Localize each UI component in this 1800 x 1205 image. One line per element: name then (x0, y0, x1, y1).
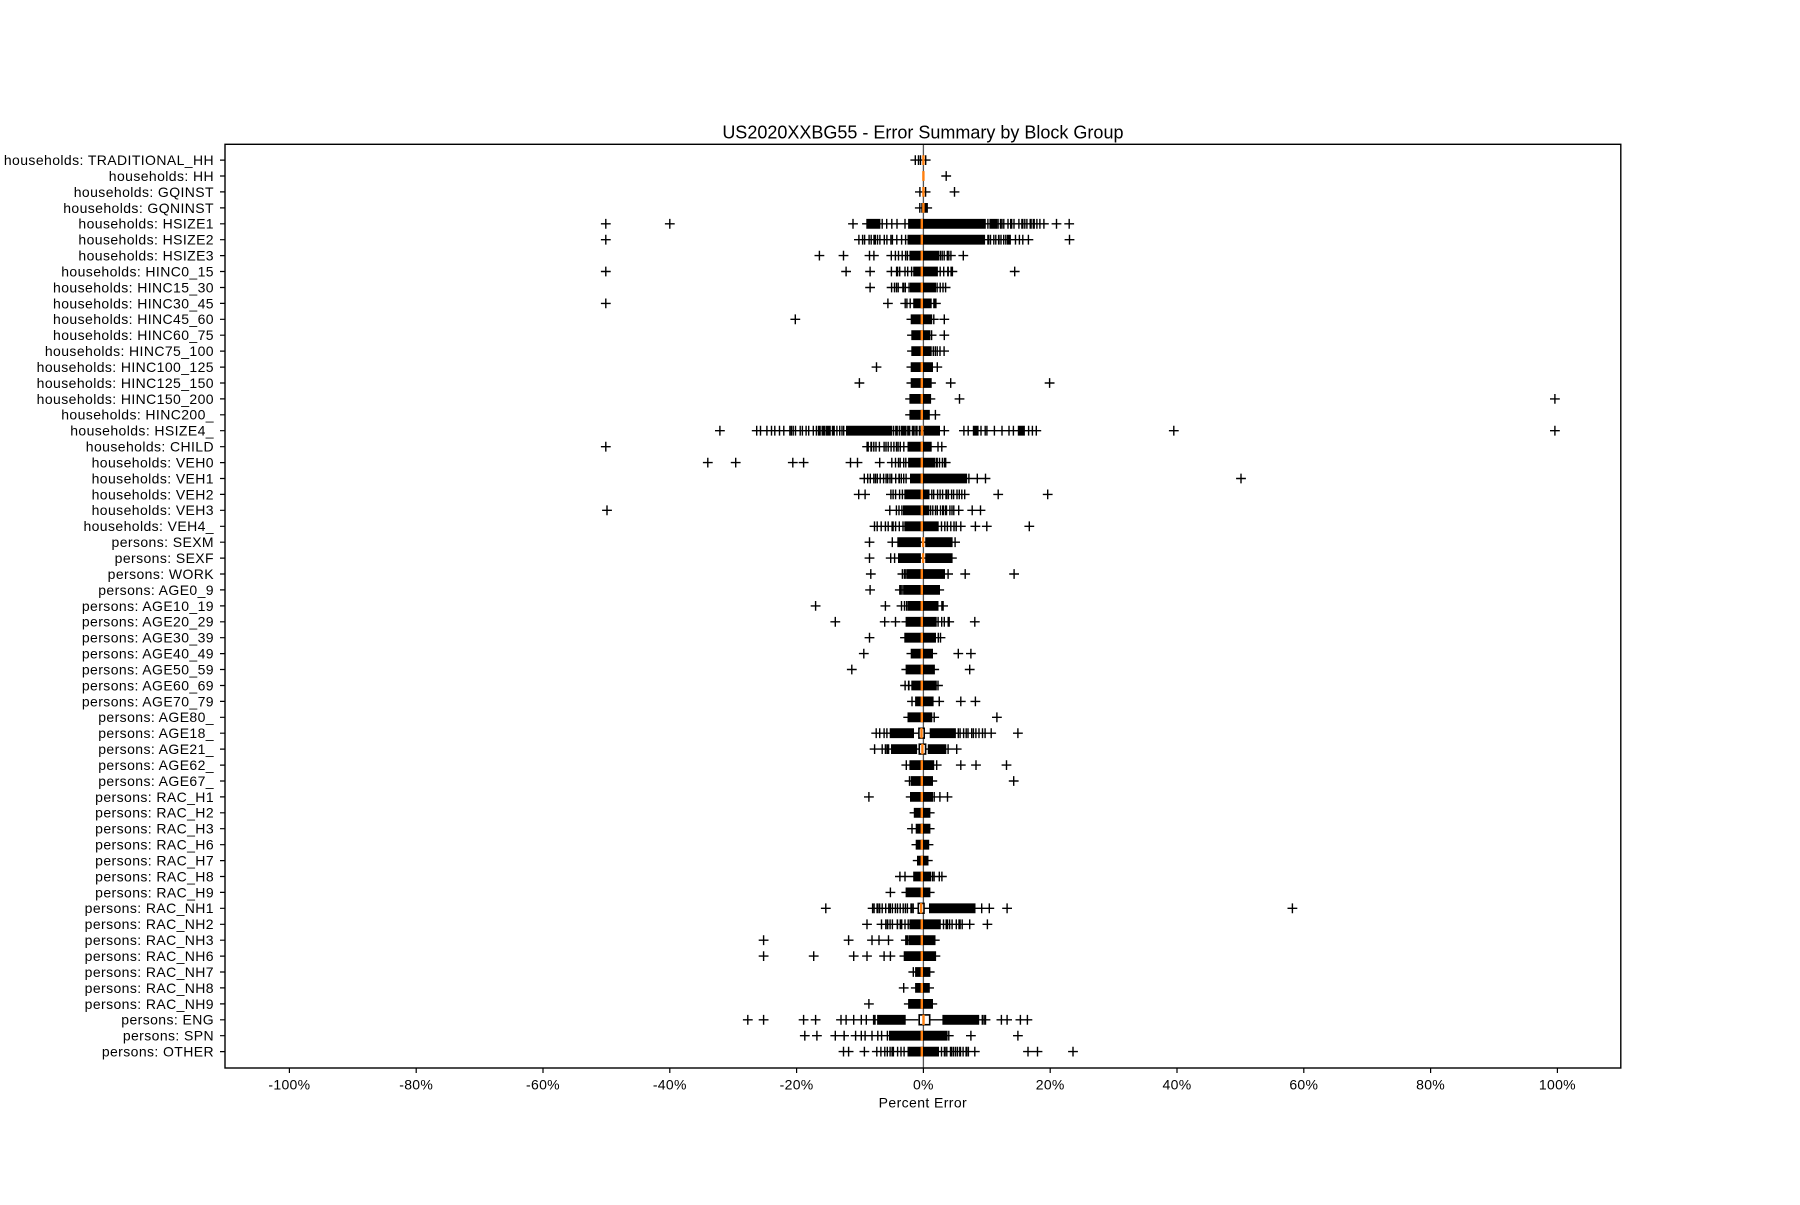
svg-text:persons: AGE30_39: persons: AGE30_39 (82, 630, 214, 646)
svg-text:persons: RAC_NH2: persons: RAC_NH2 (85, 916, 214, 932)
svg-text:100%: 100% (1539, 1077, 1576, 1093)
svg-text:persons: AGE70_79: persons: AGE70_79 (82, 693, 214, 709)
svg-text:20%: 20% (1036, 1077, 1065, 1093)
svg-text:households: HINC75_100: households: HINC75_100 (45, 343, 214, 359)
svg-text:households: HINC0_15: households: HINC0_15 (61, 263, 214, 279)
svg-text:persons: AGE50_59: persons: AGE50_59 (82, 661, 214, 677)
svg-text:households: CHILD: households: CHILD (86, 439, 214, 455)
svg-text:persons: AGE67_: persons: AGE67_ (98, 773, 214, 789)
svg-text:persons: RAC_H2: persons: RAC_H2 (95, 805, 214, 821)
svg-text:persons: RAC_NH1: persons: RAC_NH1 (85, 900, 214, 916)
svg-text:40%: 40% (1163, 1077, 1192, 1093)
svg-text:persons: AGE80_: persons: AGE80_ (98, 709, 214, 725)
svg-text:persons: AGE18_: persons: AGE18_ (98, 725, 214, 741)
svg-text:persons: SEXM: persons: SEXM (112, 534, 214, 550)
svg-text:persons: SPN: persons: SPN (123, 1028, 214, 1044)
svg-text:persons: RAC_NH7: persons: RAC_NH7 (85, 964, 214, 980)
svg-text:persons: AGE20_29: persons: AGE20_29 (82, 614, 214, 630)
svg-text:persons: RAC_H1: persons: RAC_H1 (95, 789, 214, 805)
svg-text:US2020XXBG55 - Error Summary b: US2020XXBG55 - Error Summary by Block Gr… (722, 123, 1123, 143)
svg-text:households: HSIZE3: households: HSIZE3 (78, 248, 214, 264)
svg-text:households: HSIZE4_: households: HSIZE4_ (70, 423, 214, 439)
svg-text:persons: RAC_NH6: persons: RAC_NH6 (85, 948, 214, 964)
svg-text:households: VEH2: households: VEH2 (92, 486, 214, 502)
svg-text:households: VEH1: households: VEH1 (92, 470, 214, 486)
svg-text:persons: AGE60_69: persons: AGE60_69 (82, 677, 214, 693)
svg-text:households: HINC15_30: households: HINC15_30 (53, 279, 214, 295)
svg-text:persons: RAC_NH3: persons: RAC_NH3 (85, 932, 214, 948)
svg-text:persons: RAC_NH8: persons: RAC_NH8 (85, 980, 214, 996)
svg-text:households: HSIZE2: households: HSIZE2 (78, 232, 214, 248)
svg-text:persons: RAC_H9: persons: RAC_H9 (95, 884, 214, 900)
svg-text:persons: RAC_H3: persons: RAC_H3 (95, 821, 214, 837)
svg-text:households: HINC45_60: households: HINC45_60 (53, 311, 214, 327)
svg-text:0%: 0% (913, 1077, 934, 1093)
svg-text:households: TRADITIONAL_HH: households: TRADITIONAL_HH (4, 152, 214, 168)
svg-text:persons: AGE21_: persons: AGE21_ (98, 741, 214, 757)
svg-text:-60%: -60% (526, 1077, 560, 1093)
svg-text:households: HINC100_125: households: HINC100_125 (37, 359, 214, 375)
svg-text:persons: RAC_H8: persons: RAC_H8 (95, 868, 214, 884)
svg-text:60%: 60% (1289, 1077, 1318, 1093)
svg-text:persons: OTHER: persons: OTHER (102, 1044, 214, 1060)
svg-text:persons: WORK: persons: WORK (108, 566, 215, 582)
svg-text:households: HINC200_: households: HINC200_ (61, 407, 214, 423)
svg-text:persons: RAC_H7: persons: RAC_H7 (95, 853, 214, 869)
svg-text:households: HINC60_75: households: HINC60_75 (53, 327, 214, 343)
svg-text:persons: AGE10_19: persons: AGE10_19 (82, 598, 214, 614)
svg-text:households: HH: households: HH (109, 168, 214, 184)
svg-text:households: HINC125_150: households: HINC125_150 (37, 375, 214, 391)
svg-text:households: VEH3: households: VEH3 (92, 502, 214, 518)
svg-text:households: GQNINST: households: GQNINST (63, 200, 214, 216)
svg-text:persons: AGE40_49: persons: AGE40_49 (82, 646, 214, 662)
svg-text:-100%: -100% (268, 1077, 310, 1093)
svg-text:households: GQINST: households: GQINST (74, 184, 214, 200)
svg-text:80%: 80% (1416, 1077, 1445, 1093)
svg-text:persons: SEXF: persons: SEXF (115, 550, 214, 566)
svg-text:Percent Error: Percent Error (879, 1095, 967, 1111)
svg-text:households: VEH0: households: VEH0 (92, 455, 214, 471)
svg-text:households: HINC30_45: households: HINC30_45 (53, 295, 214, 311)
svg-text:-20%: -20% (780, 1077, 814, 1093)
svg-text:persons: AGE62_: persons: AGE62_ (98, 757, 214, 773)
svg-text:households: VEH4_: households: VEH4_ (83, 518, 214, 534)
svg-text:-40%: -40% (653, 1077, 687, 1093)
svg-text:households: HSIZE1: households: HSIZE1 (78, 216, 214, 232)
svg-text:persons: RAC_H6: persons: RAC_H6 (95, 837, 214, 853)
svg-text:households: HINC150_200: households: HINC150_200 (37, 391, 214, 407)
svg-text:persons: ENG: persons: ENG (121, 1012, 214, 1028)
svg-text:persons: AGE0_9: persons: AGE0_9 (98, 582, 214, 598)
svg-text:persons: RAC_NH9: persons: RAC_NH9 (85, 996, 214, 1012)
svg-text:-80%: -80% (399, 1077, 433, 1093)
